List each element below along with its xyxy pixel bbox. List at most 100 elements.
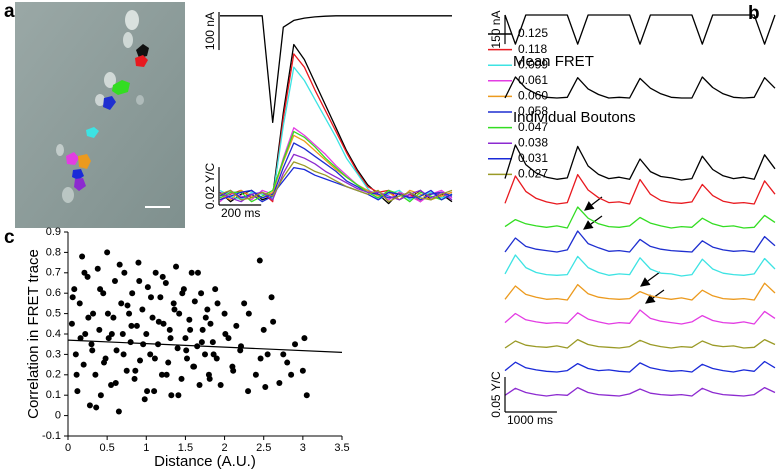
x-tick-label: 1.5 (178, 442, 193, 454)
trace (219, 166, 453, 201)
point (299, 367, 306, 374)
point (139, 306, 146, 313)
point (137, 357, 144, 364)
point (93, 404, 100, 411)
trace (504, 206, 776, 229)
trace (504, 386, 776, 397)
trace (504, 338, 776, 349)
x-axis-title: Distance (A.U.) (154, 453, 256, 470)
y-tick-label: 0.8 (46, 246, 61, 258)
point (252, 371, 259, 378)
trace (504, 254, 776, 277)
point (175, 392, 182, 399)
arrows (583, 196, 665, 304)
point (194, 269, 201, 276)
legend-label: 0.058 (518, 104, 548, 118)
point (221, 310, 228, 317)
point (100, 290, 107, 297)
point (92, 371, 99, 378)
bouton-roi (78, 154, 91, 169)
point (188, 269, 195, 276)
point (151, 355, 158, 362)
trace (504, 360, 776, 373)
point (157, 294, 164, 301)
point (82, 331, 89, 337)
scale-bar-label: 100 nA (203, 12, 217, 50)
point (225, 335, 232, 342)
point (89, 347, 96, 354)
point (204, 306, 211, 313)
point (104, 249, 111, 256)
bouton-roi (74, 178, 86, 191)
point (214, 300, 221, 307)
point (191, 363, 198, 370)
point (84, 273, 91, 280)
point (127, 339, 134, 346)
arrow (584, 196, 603, 211)
point (292, 341, 299, 348)
point (288, 371, 295, 378)
bouton-roi (136, 44, 149, 58)
y-tick-label: 0.9 (46, 226, 61, 238)
y-tick-label: 0.2 (46, 369, 61, 381)
bouton-spot (62, 187, 74, 203)
point (151, 388, 158, 395)
scale-bar-label: 200 ms (221, 206, 260, 220)
point (133, 322, 140, 329)
point (80, 361, 87, 368)
point (81, 269, 88, 276)
point (144, 284, 151, 291)
point (165, 359, 172, 366)
point (173, 263, 180, 270)
y-tick-label: 0 (55, 410, 61, 422)
x-tick-label: 2 (222, 442, 228, 454)
bouton-roi (103, 96, 116, 110)
bouton-spot (125, 10, 139, 30)
point (276, 379, 283, 386)
point (136, 277, 143, 284)
point (241, 300, 248, 307)
trace (219, 161, 453, 203)
point (183, 355, 190, 362)
point (280, 351, 287, 358)
point (222, 331, 229, 337)
bouton-roi (66, 152, 79, 165)
point (111, 277, 118, 284)
point (71, 286, 78, 293)
point (147, 294, 154, 301)
fit-line (67, 339, 343, 353)
point (217, 382, 224, 388)
x-tick-label: 1 (143, 442, 149, 454)
trace (219, 43, 453, 205)
point (155, 318, 162, 325)
point (179, 290, 186, 297)
trace (219, 66, 453, 201)
point (97, 392, 104, 399)
legend-label: 0.027 (518, 167, 548, 181)
legend-label: 0.099 (518, 57, 548, 71)
point (162, 280, 169, 286)
point (182, 335, 189, 342)
trace (220, 15, 452, 124)
point (168, 392, 175, 399)
panel-letter: a (4, 1, 15, 22)
point (210, 351, 217, 358)
trace (504, 173, 776, 205)
point (119, 331, 126, 337)
point (72, 351, 79, 358)
bouton-spot (123, 32, 133, 48)
trace (504, 144, 776, 181)
point (171, 306, 178, 313)
y-tick-label: 0.5 (46, 308, 61, 320)
y-axis-title: Correlation in FRET trace (25, 249, 42, 419)
y-tick-label: -0.1 (42, 430, 61, 442)
point (108, 382, 115, 388)
point (86, 402, 93, 409)
legend-label: 0.038 (518, 135, 548, 149)
point (264, 351, 271, 358)
point (174, 345, 181, 352)
trace (504, 230, 776, 253)
trace (504, 14, 776, 45)
row-label: Mean FRET (513, 53, 594, 70)
